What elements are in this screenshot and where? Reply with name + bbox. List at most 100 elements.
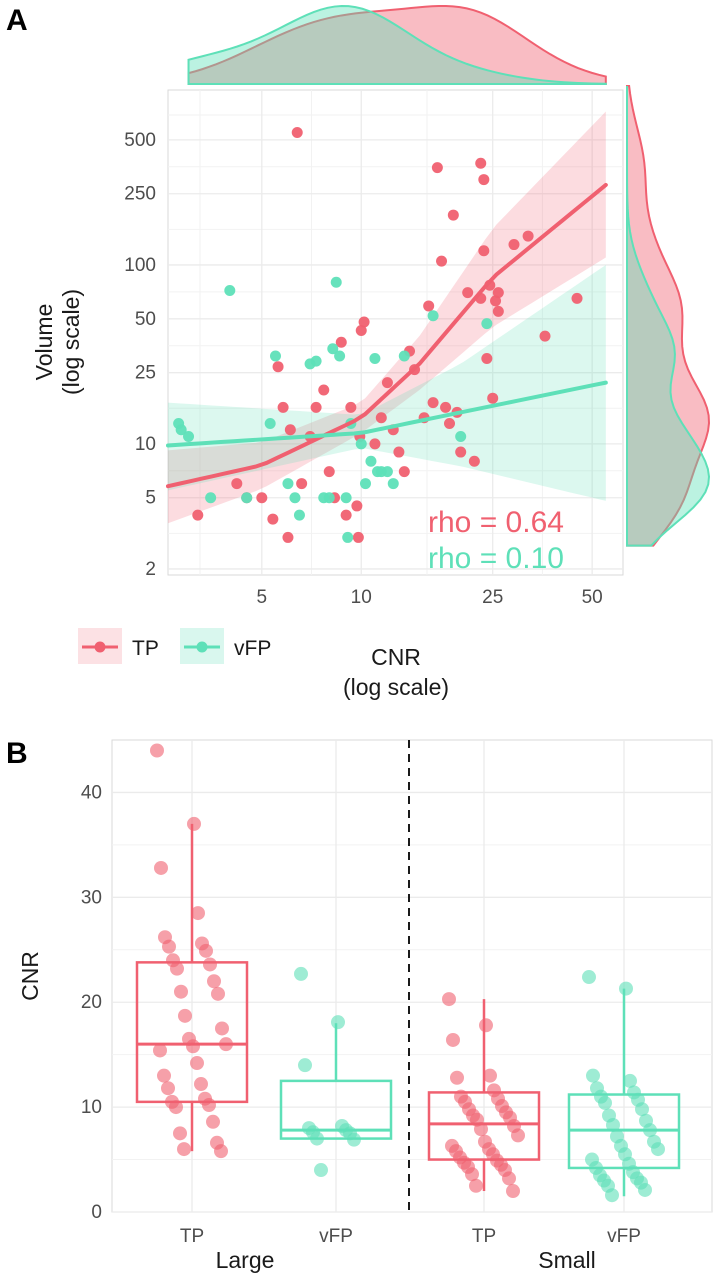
- tp-large-point: [191, 906, 205, 921]
- group-label-small: Small: [538, 1247, 596, 1273]
- tp-point: [393, 446, 405, 458]
- tp-point: [369, 438, 381, 450]
- tp-point: [492, 305, 504, 317]
- tp-point: [192, 509, 204, 521]
- tp-confidence-band: [168, 111, 606, 524]
- vfp-large-point: [298, 1058, 312, 1073]
- vfp-small-point: [638, 1182, 652, 1197]
- tp-point: [358, 316, 370, 328]
- tp-top-density-curve: [187, 4, 607, 85]
- tp-point: [323, 466, 335, 478]
- tp-small-point: [502, 1171, 516, 1186]
- vfp-point: [398, 350, 410, 362]
- panel-a-label: A: [6, 4, 28, 37]
- tp-large-point: [187, 816, 201, 831]
- vfp-right-density-curve: [626, 86, 711, 547]
- tp-large-point: [170, 961, 184, 976]
- y-axis-title-sub: (log scale): [58, 289, 84, 395]
- boxplot-y-tick-label: 20: [81, 992, 102, 1013]
- tp-large-point: [161, 1081, 175, 1096]
- right-marginal-density: [626, 85, 711, 547]
- tp-point: [398, 466, 410, 478]
- vfp-point: [455, 430, 467, 442]
- boxplot-y-tick-label: 0: [91, 1202, 102, 1223]
- vfp-point: [224, 284, 236, 296]
- tp-large-point: [150, 743, 164, 758]
- tp-point: [444, 417, 456, 429]
- tp-point: [375, 412, 387, 424]
- y-axis-title: Volume (log scale): [31, 289, 84, 395]
- tp-point: [436, 255, 448, 267]
- vfp-point: [387, 478, 399, 490]
- boxplot-x-tick-label: TP: [472, 1226, 496, 1247]
- boxplot-jitter-points: [150, 743, 665, 1203]
- tp-point: [381, 377, 393, 389]
- tp-small-point: [506, 1184, 520, 1199]
- vfp-top-density-curve: [187, 4, 607, 85]
- tp-point: [571, 292, 583, 304]
- boxplot-x-tick-labels: TP vFP TP vFP: [180, 1226, 641, 1247]
- tp-point: [468, 455, 480, 467]
- scatter-points: [173, 126, 583, 543]
- vfp-point: [327, 343, 339, 355]
- vfp-point: [269, 350, 281, 362]
- vfp-point: [183, 430, 195, 442]
- tp-point: [440, 401, 452, 413]
- tp-large-point: [157, 1068, 171, 1083]
- tp-large-point: [214, 1144, 228, 1159]
- tp-point: [481, 353, 493, 365]
- tp-large-point: [174, 984, 188, 999]
- vfp-small-point: [651, 1142, 665, 1157]
- tp-point: [539, 330, 551, 342]
- tp-large-box: [135, 961, 249, 1104]
- vfp-large-point: [294, 966, 308, 981]
- vfp-point: [481, 318, 493, 330]
- x-tick-labels: 5 10 25 50: [257, 587, 603, 608]
- boxplots: [135, 823, 681, 1197]
- tp-small-point: [479, 1018, 493, 1033]
- vfp-small-point: [582, 970, 596, 985]
- tp-small-box: [427, 1091, 541, 1161]
- tp-point: [345, 401, 357, 413]
- boxplot-x-tick-label: vFP: [319, 1226, 353, 1247]
- vfp-large-point: [347, 1132, 361, 1147]
- tp-point: [282, 531, 294, 543]
- y-tick-label: 5: [145, 488, 156, 509]
- vfp-point: [369, 353, 381, 365]
- legend-label-vfp: vFP: [234, 637, 271, 660]
- boxplot-y-tick-label: 30: [81, 887, 102, 908]
- vfp-point: [330, 276, 342, 288]
- tp-large-point: [154, 860, 168, 875]
- boxplot-x-tick-label: TP: [180, 1226, 204, 1247]
- vfp-point: [365, 455, 377, 467]
- tp-small-point: [511, 1128, 525, 1143]
- tp-large-point: [215, 1021, 229, 1036]
- tp-small-point: [442, 992, 456, 1007]
- tp-point: [475, 157, 487, 169]
- vfp-point: [289, 492, 301, 504]
- x-tick-label: 25: [482, 587, 503, 608]
- boxplot-x-tick-label: vFP: [607, 1226, 641, 1247]
- vfp-point: [241, 492, 253, 504]
- tp-point: [296, 478, 308, 490]
- vfp-point: [334, 350, 346, 362]
- group-label-large: Large: [216, 1247, 275, 1273]
- vfp-large-point: [331, 1015, 345, 1030]
- tp-large-point: [162, 939, 176, 954]
- tp-point: [318, 384, 330, 396]
- tp-point: [522, 230, 534, 242]
- vfp-point: [359, 478, 371, 490]
- tp-large-point: [203, 957, 217, 972]
- tp-fit-line: [166, 182, 608, 489]
- vfp-point: [282, 478, 294, 490]
- tp-point: [431, 162, 443, 174]
- vfp-point: [355, 438, 367, 450]
- tp-point: [340, 509, 352, 521]
- vfp-point: [323, 492, 335, 504]
- tp-point: [455, 446, 467, 458]
- vfp-large-point: [314, 1163, 328, 1178]
- tp-small-point: [474, 1122, 488, 1137]
- vfp-small-point: [623, 1073, 637, 1088]
